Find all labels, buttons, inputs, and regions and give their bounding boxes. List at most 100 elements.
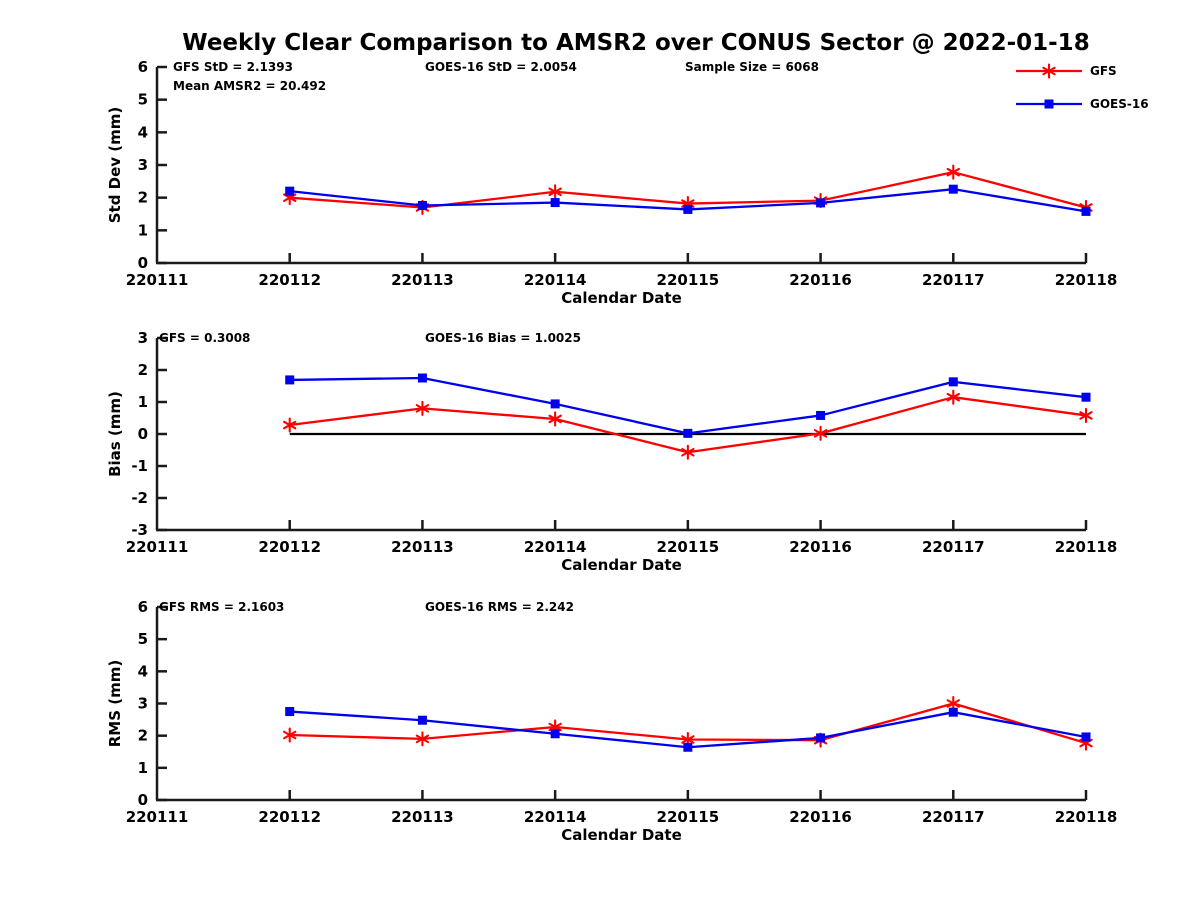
asterisk-marker <box>1042 66 1056 76</box>
stat-annotation: GFS StD = 2.1393 <box>173 60 293 74</box>
x-tick-label: 220111 <box>126 808 189 826</box>
y-tick-label: 6 <box>138 58 148 76</box>
stat-annotation: GFS RMS = 2.1603 <box>159 600 284 614</box>
asterisk-marker <box>415 734 430 744</box>
y-axis-label: Bias (mm) <box>106 391 124 477</box>
x-tick-label: 220117 <box>922 271 985 289</box>
legend-item-gfs: GFS <box>1014 63 1149 79</box>
x-tick-label: 220113 <box>391 538 454 556</box>
y-tick-label: 6 <box>138 598 148 616</box>
y-tick-label: 3 <box>138 329 148 347</box>
square-marker <box>816 410 826 420</box>
y-tick-label: 0 <box>138 425 148 443</box>
x-tick-label: 220114 <box>524 538 587 556</box>
asterisk-marker <box>283 730 297 740</box>
y-tick-label: 1 <box>138 393 148 411</box>
square-marker <box>683 204 693 214</box>
chart-std-dev: 0 1 2 3 4 5 6 220111 220112 220113 220114 220115 220… <box>106 58 1117 307</box>
square-marker <box>948 184 958 194</box>
x-tick-label: 220117 <box>922 538 985 556</box>
square-marker <box>816 733 826 743</box>
square-marker <box>417 201 427 211</box>
chart-rms: 0 1 2 3 4 5 6 220111 220112 220113 220114 220115 220… <box>106 598 1117 844</box>
asterisk-marker <box>283 420 297 430</box>
x-tick-label: 220116 <box>789 538 852 556</box>
y-tick-label: 2 <box>138 727 148 745</box>
x-tick-label: 220112 <box>258 808 321 826</box>
x-axis-label: Calendar Date <box>561 826 682 844</box>
x-tick-label: 220113 <box>391 271 454 289</box>
y-tick-label: 2 <box>138 361 148 379</box>
y-tick-label: -2 <box>131 489 148 507</box>
asterisk-marker <box>946 699 960 708</box>
x-tick-label: 220115 <box>657 808 720 826</box>
series-line-GOES-16 <box>289 376 1087 435</box>
asterisk-marker <box>946 392 960 402</box>
y-tick-label: -3 <box>131 521 148 539</box>
x-tick-label: 220114 <box>524 271 587 289</box>
y-tick-label: 0 <box>138 791 148 809</box>
asterisk-marker <box>946 167 960 177</box>
y-tick-label: 1 <box>138 759 148 777</box>
asterisk-marker <box>548 414 562 424</box>
x-tick-label: 220118 <box>1055 808 1118 826</box>
asterisk-marker <box>681 735 695 744</box>
y-axis-label: Std Dev (mm) <box>106 107 124 224</box>
stat-annotation: GFS = 0.3008 <box>159 331 250 345</box>
asterisk-marker <box>681 447 695 457</box>
x-tick-label: 220111 <box>126 538 189 556</box>
y-tick-label: 2 <box>138 189 148 207</box>
y-tick-label: -1 <box>131 457 148 475</box>
gfs-line-marker-icon <box>1016 63 1082 79</box>
series-line-GFS <box>289 396 1087 454</box>
square-marker <box>417 373 427 383</box>
x-tick-label: 220116 <box>789 271 852 289</box>
square-marker <box>285 186 295 196</box>
y-tick-label: 4 <box>138 123 148 141</box>
x-tick-label: 220118 <box>1055 271 1118 289</box>
y-tick-label: 3 <box>138 156 148 174</box>
square-marker <box>285 375 295 385</box>
figure-title: Weekly Clear Comparison to AMSR2 over CO… <box>182 30 1090 56</box>
y-tick-label: 5 <box>138 91 148 109</box>
asterisk-marker <box>548 187 562 197</box>
x-tick-label: 220112 <box>258 271 321 289</box>
square-marker <box>550 399 560 409</box>
x-tick-label: 220116 <box>789 808 852 826</box>
asterisk-marker <box>415 404 430 413</box>
y-tick-label: 5 <box>138 630 148 648</box>
x-tick-label: 220118 <box>1055 538 1118 556</box>
legend-label-goes16: GOES-16 <box>1090 97 1149 111</box>
square-marker <box>948 377 958 387</box>
square-marker <box>683 428 693 438</box>
x-axis-label: Calendar Date <box>561 556 682 574</box>
stat-annotation: GOES-16 StD = 2.0054 <box>425 60 577 74</box>
y-tick-label: 3 <box>138 695 148 713</box>
square-marker <box>550 198 560 208</box>
chart-bias: -3 -2 -1 0 1 2 3 220111 220112 220113 220114 220115… <box>106 329 1117 574</box>
legend-item-goes16: GOES-16 <box>1014 96 1149 112</box>
square-marker <box>683 742 693 752</box>
x-tick-label: 220115 <box>657 271 720 289</box>
x-tick-label: 220117 <box>922 808 985 826</box>
square-marker <box>1081 392 1091 402</box>
square-marker <box>948 707 958 717</box>
asterisk-marker <box>548 722 562 732</box>
x-tick-label: 220111 <box>126 271 189 289</box>
x-axis-label: Calendar Date <box>561 289 682 307</box>
legend: GFS GOES-16 <box>1014 63 1149 112</box>
y-tick-label: 4 <box>138 662 148 680</box>
asterisk-marker <box>1079 411 1093 420</box>
stat-annotation: GOES-16 Bias = 1.0025 <box>425 331 581 345</box>
square-marker <box>1081 206 1091 216</box>
goes16-line-marker-icon <box>1016 99 1082 109</box>
y-axis-label: RMS (mm) <box>106 660 124 747</box>
square-marker <box>417 715 427 725</box>
x-tick-label: 220114 <box>524 808 587 826</box>
square-marker <box>1044 99 1054 109</box>
asterisk-marker <box>813 429 828 438</box>
y-tick-label: 0 <box>138 254 148 272</box>
x-tick-label: 220115 <box>657 538 720 556</box>
x-tick-label: 220113 <box>391 808 454 826</box>
